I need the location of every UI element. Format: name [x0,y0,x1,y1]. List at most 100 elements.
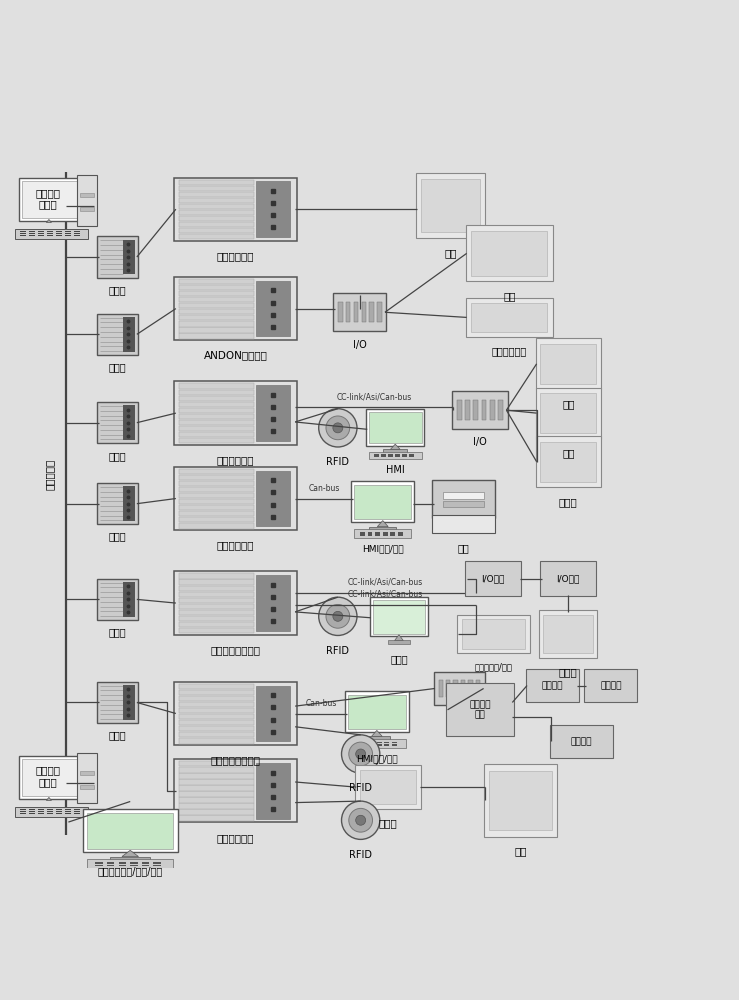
Text: Can-bus: Can-bus [308,484,339,493]
Text: 工业以太网: 工业以太网 [45,459,55,490]
Text: 交换机: 交换机 [109,285,126,295]
FancyBboxPatch shape [174,178,296,241]
Bar [119,862,126,864]
Bar [179,469,254,474]
Text: 设备: 设备 [444,248,457,258]
Bar [55,813,62,814]
Bar [179,222,254,227]
Bar [388,640,410,644]
Bar [179,690,254,695]
Bar [179,210,254,215]
Text: 远程数据显示/查询/分析: 远程数据显示/查询/分析 [98,866,163,876]
Bar [179,761,254,766]
Bar [540,442,596,482]
FancyBboxPatch shape [174,467,296,530]
Polygon shape [390,444,401,449]
Bar [179,797,254,803]
Bar [64,233,71,234]
FancyBboxPatch shape [416,173,485,238]
Circle shape [326,604,350,628]
Circle shape [319,409,357,447]
FancyBboxPatch shape [97,236,138,278]
Bar [402,456,406,457]
Bar [179,408,254,413]
Bar [179,198,254,203]
Polygon shape [372,730,382,736]
Bar [179,192,254,197]
Bar [381,454,386,456]
Bar [29,809,35,810]
FancyBboxPatch shape [539,610,597,658]
Text: 生产指示系统: 生产指示系统 [217,540,254,550]
Text: 交换机: 交换机 [109,627,126,637]
Bar [490,400,494,420]
FancyBboxPatch shape [174,571,296,635]
Bar [360,770,416,804]
Bar [179,285,254,290]
Bar [367,534,372,536]
Text: ANDON控制系统: ANDON控制系统 [203,351,268,361]
Bar [395,454,400,456]
Bar [179,414,254,419]
Bar [375,456,379,457]
Bar [256,385,290,441]
Bar [47,811,53,812]
Bar [179,702,254,707]
FancyBboxPatch shape [369,452,421,459]
Text: HMI: HMI [386,465,405,475]
Text: 传感器: 传感器 [378,818,398,828]
Bar [179,505,254,510]
Bar [179,803,254,809]
Bar [55,233,62,234]
FancyBboxPatch shape [540,561,596,596]
Bar [154,862,161,864]
Bar [142,865,149,866]
FancyBboxPatch shape [434,672,485,705]
Bar [390,534,395,536]
Bar [482,400,486,420]
Text: 生产信息
服务器: 生产信息 服务器 [35,188,61,209]
FancyBboxPatch shape [372,600,425,634]
Bar [179,598,254,603]
Bar [38,235,44,236]
Bar [409,454,414,456]
FancyBboxPatch shape [466,561,521,596]
Bar [123,405,135,440]
Bar [74,231,80,232]
Text: HMI显示/反馈: HMI显示/反馈 [362,544,403,553]
Bar [179,333,254,339]
Bar [469,680,473,697]
Bar [179,481,254,486]
Bar [370,527,396,532]
FancyBboxPatch shape [77,753,97,803]
FancyBboxPatch shape [466,225,554,281]
Bar [123,582,135,617]
Bar [81,207,94,211]
Bar [123,240,135,274]
Text: RFID: RFID [349,850,372,860]
Bar [19,235,26,236]
Bar [179,396,254,401]
FancyBboxPatch shape [83,809,177,852]
Text: 交换机: 交换机 [109,362,126,372]
FancyBboxPatch shape [446,683,514,736]
Bar [95,862,103,864]
FancyBboxPatch shape [174,682,296,745]
Bar [402,454,406,456]
Bar [179,773,254,779]
Bar [375,532,380,534]
Bar [179,228,254,233]
Bar [540,393,596,433]
Text: 岗位控制按钮: 岗位控制按钮 [491,346,527,356]
Bar [179,475,254,480]
Circle shape [341,735,380,773]
Bar [381,456,386,457]
Bar [476,680,480,697]
Text: CC-link/Asi/Can-bus: CC-link/Asi/Can-bus [348,578,423,587]
Bar [179,616,254,621]
Bar [179,592,254,597]
Bar [443,501,484,507]
Bar [107,865,115,866]
Bar [256,281,290,336]
FancyBboxPatch shape [354,485,412,519]
